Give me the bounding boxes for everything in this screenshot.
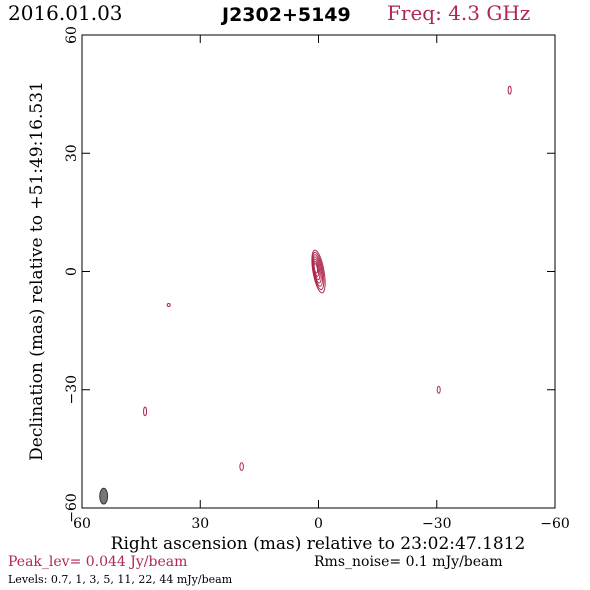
contour-line (507, 85, 512, 95)
y-axis-label: Declination (mas) relative to +51:49:16.… (27, 81, 47, 461)
x-tick-label: 60 (73, 516, 91, 532)
x-tick-label: 0 (314, 516, 323, 532)
contour-line (313, 263, 319, 274)
observation-date: 2016.01.03 (8, 1, 123, 25)
contour-layer (143, 85, 512, 472)
contour-levels: Levels: 0.7, 1, 3, 5, 11, 22, 44 mJy/bea… (8, 573, 233, 586)
x-axis-label: Right ascension (mas) relative to 23:02:… (111, 534, 526, 554)
rms-noise: Rms_noise= 0.1 mJy/beam (314, 554, 503, 570)
contour-line (239, 462, 244, 472)
peak-level: Peak_lev= 0.044 Jy/beam (8, 554, 187, 570)
y-tick-label: 30 (64, 144, 80, 162)
x-tick-label: 30 (191, 516, 209, 532)
y-tick-label: −60 (64, 493, 80, 523)
contour-line (166, 303, 171, 308)
beam-ellipse (99, 487, 109, 505)
axis-ticks (81, 34, 556, 509)
y-tick-label: −30 (64, 375, 80, 405)
x-tick-label: −60 (540, 516, 570, 532)
x-tick-labels: 60 30 0 −30 −60 (73, 516, 570, 532)
x-tick-label: −30 (422, 516, 452, 532)
y-tick-label: 0 (64, 267, 80, 276)
beam-shape (99, 487, 109, 505)
source-name: J2302+5149 (220, 4, 351, 26)
y-tick-label: 60 (64, 26, 80, 44)
frequency-label: Freq: 4.3 GHz (387, 1, 530, 25)
contour-line (143, 406, 148, 417)
y-tick-labels: 60 30 0 −30 −60 (64, 26, 80, 523)
contour-line (436, 385, 441, 394)
